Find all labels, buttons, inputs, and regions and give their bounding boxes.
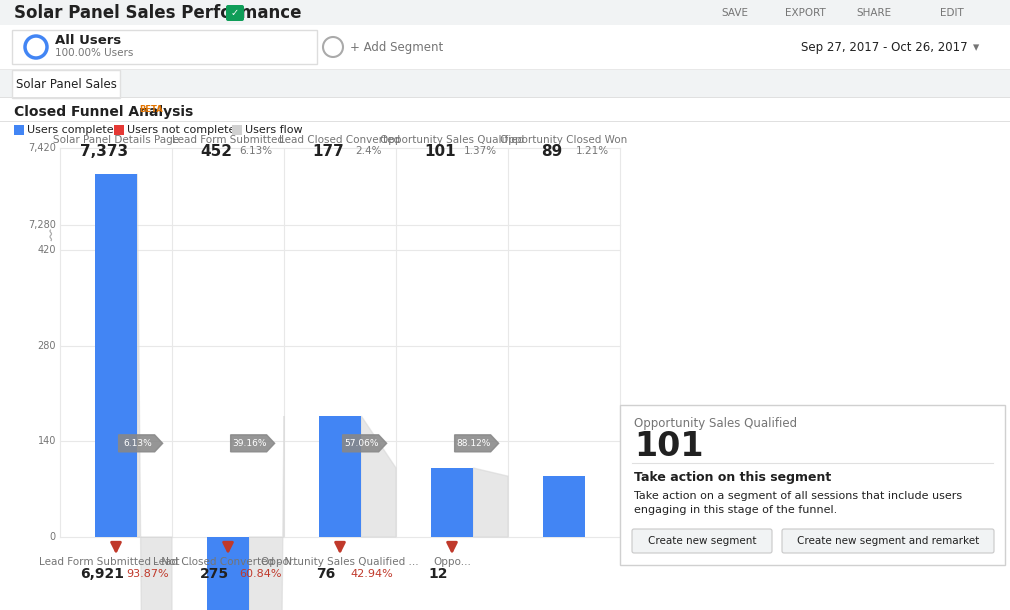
Text: 140: 140 bbox=[37, 436, 56, 447]
Text: 39.16%: 39.16% bbox=[232, 439, 267, 448]
Text: Closed Funnel Analysis: Closed Funnel Analysis bbox=[14, 105, 193, 119]
Bar bbox=[95, 174, 137, 537]
Bar bbox=[0, 0, 1010, 25]
Text: Create new segment: Create new segment bbox=[647, 536, 756, 546]
Text: Take action on this segment: Take action on this segment bbox=[634, 472, 831, 484]
Text: 275: 275 bbox=[199, 567, 228, 581]
Text: 101: 101 bbox=[634, 431, 704, 464]
Text: + Add Segment: + Add Segment bbox=[350, 40, 443, 54]
Bar bbox=[620, 405, 1005, 565]
Polygon shape bbox=[474, 468, 508, 537]
Text: Sep 27, 2017 - Oct 26, 2017: Sep 27, 2017 - Oct 26, 2017 bbox=[801, 40, 968, 54]
Polygon shape bbox=[249, 416, 284, 610]
Text: BETA: BETA bbox=[139, 106, 163, 115]
Text: 1.37%: 1.37% bbox=[464, 146, 497, 156]
Text: ✓: ✓ bbox=[231, 8, 239, 18]
Text: Solar Panel Sales Performance: Solar Panel Sales Performance bbox=[14, 4, 302, 22]
Text: 0: 0 bbox=[49, 532, 56, 542]
Text: Users not completed: Users not completed bbox=[127, 125, 242, 135]
Text: 452: 452 bbox=[200, 143, 232, 159]
Text: Lead Form Submitted - Not ...: Lead Form Submitted - Not ... bbox=[39, 557, 193, 567]
Bar bbox=[0, 98, 1010, 610]
Text: Users completed: Users completed bbox=[27, 125, 121, 135]
Text: 42.94%: 42.94% bbox=[350, 569, 393, 579]
Text: 2.4%: 2.4% bbox=[355, 146, 381, 156]
Text: ▾: ▾ bbox=[973, 41, 980, 54]
Text: 57.06%: 57.06% bbox=[344, 439, 379, 448]
Text: 60.84%: 60.84% bbox=[238, 569, 281, 579]
Text: 177: 177 bbox=[312, 143, 343, 159]
Text: Create new segment and remarket: Create new segment and remarket bbox=[797, 536, 979, 546]
Text: 7,373: 7,373 bbox=[80, 143, 128, 159]
Text: 420: 420 bbox=[37, 245, 56, 255]
Text: 6,921: 6,921 bbox=[80, 567, 124, 581]
Bar bbox=[0, 121, 1010, 122]
Text: Opportunity Closed Won: Opportunity Closed Won bbox=[500, 135, 627, 145]
Text: 7,280: 7,280 bbox=[28, 220, 56, 230]
Bar bbox=[12, 30, 317, 64]
Text: SAVE: SAVE bbox=[721, 8, 748, 18]
Text: Lead Form Submitted: Lead Form Submitted bbox=[172, 135, 284, 145]
Text: Lead Closed Converted - N...: Lead Closed Converted - N... bbox=[154, 557, 303, 567]
Text: All Users: All Users bbox=[55, 35, 121, 48]
Text: ⌇: ⌇ bbox=[46, 230, 54, 245]
Text: 76: 76 bbox=[316, 567, 335, 581]
Text: Solar Panel Sales: Solar Panel Sales bbox=[15, 77, 116, 90]
Bar bbox=[0, 97, 1010, 98]
Text: 12: 12 bbox=[428, 567, 447, 581]
Polygon shape bbox=[454, 435, 499, 452]
Text: EXPORT: EXPORT bbox=[785, 8, 825, 18]
Polygon shape bbox=[137, 174, 172, 610]
Text: Oppo...: Oppo... bbox=[433, 557, 471, 567]
Bar bbox=[114, 125, 124, 135]
Bar bbox=[0, 70, 1010, 98]
Bar bbox=[207, 537, 249, 610]
FancyBboxPatch shape bbox=[632, 529, 772, 553]
Bar bbox=[319, 416, 362, 537]
Text: 100.00% Users: 100.00% Users bbox=[55, 48, 133, 58]
Bar bbox=[430, 468, 474, 537]
Text: engaging in this stage of the funnel.: engaging in this stage of the funnel. bbox=[634, 505, 837, 515]
Text: Opportunity Sales Qualified: Opportunity Sales Qualified bbox=[380, 135, 524, 145]
Polygon shape bbox=[362, 416, 396, 537]
Bar bbox=[14, 125, 24, 135]
Text: 101: 101 bbox=[424, 143, 456, 159]
Text: 93.87%: 93.87% bbox=[126, 569, 170, 579]
Bar bbox=[12, 70, 120, 98]
Text: 6.13%: 6.13% bbox=[123, 439, 153, 448]
Text: Lead Closed Converted: Lead Closed Converted bbox=[280, 135, 401, 145]
Text: 1.21%: 1.21% bbox=[576, 146, 609, 156]
Polygon shape bbox=[342, 435, 387, 452]
Bar bbox=[542, 476, 585, 537]
Text: SHARE: SHARE bbox=[856, 8, 892, 18]
Bar bbox=[0, 25, 1010, 70]
Text: Opportunity Sales Qualified ...: Opportunity Sales Qualified ... bbox=[262, 557, 419, 567]
Text: EDIT: EDIT bbox=[940, 8, 964, 18]
Bar bbox=[0, 97, 1010, 98]
FancyBboxPatch shape bbox=[226, 5, 244, 21]
Text: 7,420: 7,420 bbox=[28, 143, 56, 153]
Polygon shape bbox=[118, 435, 163, 452]
Bar bbox=[0, 69, 1010, 70]
Polygon shape bbox=[230, 435, 275, 452]
Text: Solar Panel Details Page: Solar Panel Details Page bbox=[53, 135, 179, 145]
Text: 88.12%: 88.12% bbox=[457, 439, 491, 448]
FancyBboxPatch shape bbox=[782, 529, 994, 553]
Text: Users flow: Users flow bbox=[245, 125, 303, 135]
Text: 89: 89 bbox=[541, 143, 563, 159]
Text: Opportunity Sales Qualified: Opportunity Sales Qualified bbox=[634, 417, 797, 429]
Text: 6.13%: 6.13% bbox=[239, 146, 273, 156]
Bar bbox=[232, 125, 242, 135]
Text: 280: 280 bbox=[37, 340, 56, 351]
Text: Take action on a segment of all sessions that include users: Take action on a segment of all sessions… bbox=[634, 491, 963, 501]
